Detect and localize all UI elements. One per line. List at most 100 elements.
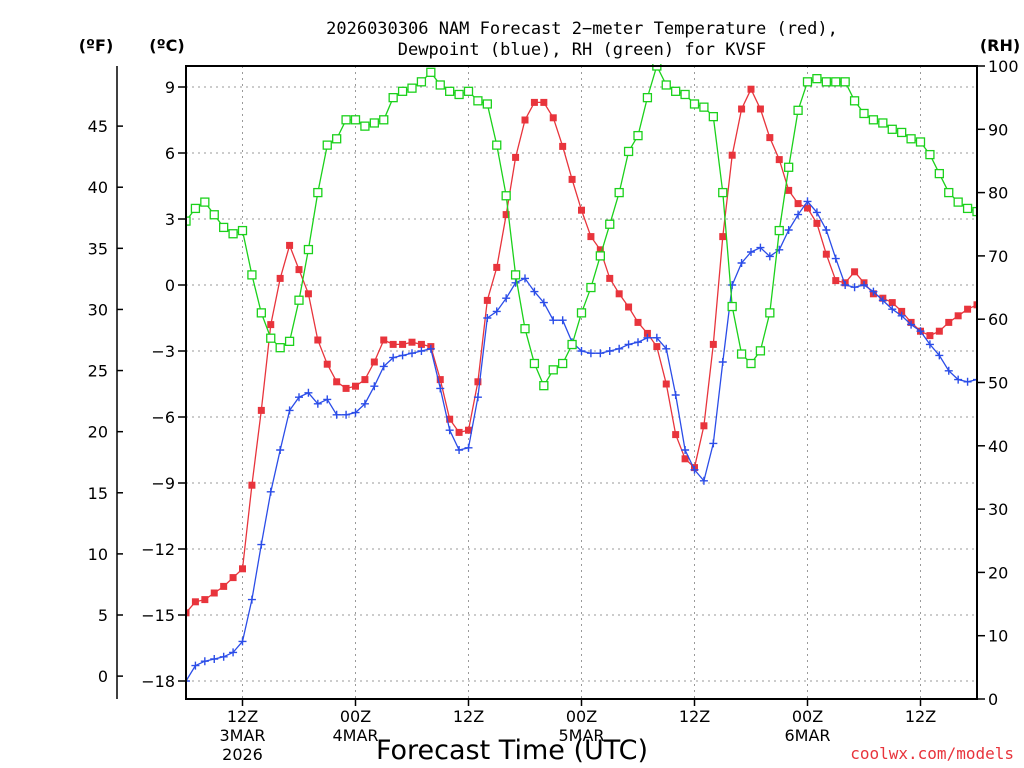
rh-tick-label: 40 bbox=[988, 437, 1008, 456]
dewpoint-point bbox=[229, 648, 238, 657]
rh-point bbox=[821, 77, 831, 87]
dewpoint-point bbox=[624, 340, 633, 349]
rh-point bbox=[840, 77, 850, 87]
dewpoint-point bbox=[784, 226, 793, 234]
rh-point bbox=[294, 295, 304, 305]
temperature-point bbox=[775, 156, 783, 164]
rh-point bbox=[200, 197, 210, 207]
credit-label: coolwx.com/models bbox=[850, 744, 1014, 763]
dewpoint-point bbox=[671, 391, 680, 399]
x-tick-label: 12Z bbox=[679, 707, 710, 726]
dewpoint-point bbox=[417, 347, 426, 355]
dewpoint-point bbox=[831, 254, 840, 263]
temperature-point bbox=[493, 263, 501, 271]
celsius-tick-label: 6 bbox=[165, 144, 175, 163]
dewpoint-point bbox=[728, 281, 737, 289]
temperature-point bbox=[973, 301, 977, 309]
dewpoint-point bbox=[502, 294, 511, 303]
rh-point bbox=[633, 130, 643, 141]
rh-point bbox=[831, 77, 841, 87]
dewpoint-point bbox=[370, 382, 379, 391]
celsius-tick-label: −9 bbox=[151, 474, 175, 493]
temperature-point bbox=[747, 85, 755, 93]
rh-point bbox=[755, 346, 766, 356]
temperature-point bbox=[794, 200, 802, 208]
temperature-point bbox=[333, 378, 341, 386]
chart-title-line-2: Dewpoint (blue), RH (green) for KVSF bbox=[398, 40, 766, 60]
rh-point bbox=[360, 121, 370, 131]
temperature-point bbox=[191, 598, 199, 606]
dewpoint-point bbox=[530, 287, 539, 296]
celsius-tick-label: −6 bbox=[151, 408, 175, 427]
temperature-point bbox=[709, 340, 717, 348]
temperature-point bbox=[267, 321, 275, 329]
rh-point bbox=[482, 99, 492, 109]
temperature-point bbox=[248, 481, 256, 489]
rh-point bbox=[379, 115, 389, 125]
temperature-point bbox=[945, 318, 953, 326]
x-tick-label: 00Z bbox=[792, 707, 823, 726]
rh-tick-label: 30 bbox=[988, 500, 1008, 519]
x-tick-label: 2026 bbox=[222, 745, 263, 764]
temperature-point bbox=[672, 431, 680, 439]
temperature-point bbox=[578, 206, 585, 214]
dewpoint-point bbox=[756, 243, 765, 252]
dewpoint-point bbox=[596, 349, 605, 358]
temperature-point bbox=[935, 327, 943, 335]
temperature-point bbox=[295, 266, 303, 274]
dewpoint-point bbox=[878, 296, 887, 305]
dewpoint-point bbox=[860, 281, 868, 289]
dewpoint-line bbox=[186, 200, 977, 682]
temperature-point bbox=[634, 318, 642, 326]
rh-point bbox=[972, 206, 977, 217]
rh-point bbox=[878, 118, 888, 128]
rh-point bbox=[746, 358, 756, 369]
rh-point bbox=[642, 93, 653, 103]
rh-axis-unit: (RH) bbox=[980, 36, 1020, 55]
dewpoint-point bbox=[907, 320, 916, 329]
dewpoint-point bbox=[313, 399, 322, 408]
fahrenheit-tick-label: 5 bbox=[98, 606, 108, 625]
x-tick-label: 12Z bbox=[905, 707, 936, 726]
rh-point bbox=[501, 191, 511, 201]
dewpoint-point bbox=[464, 443, 473, 452]
rh-point bbox=[407, 83, 417, 93]
dewpoint-point bbox=[323, 395, 332, 404]
dewpoint-point bbox=[925, 340, 934, 349]
temperature-point bbox=[530, 98, 538, 106]
temperature-point bbox=[926, 332, 934, 340]
rh-point bbox=[313, 187, 323, 198]
rh-point bbox=[247, 270, 257, 280]
temperature-point bbox=[643, 329, 651, 337]
rh-point bbox=[350, 115, 361, 125]
temperature-point bbox=[813, 219, 821, 227]
temperature-point bbox=[804, 204, 811, 212]
rh-point bbox=[397, 86, 408, 96]
fahrenheit-tick-label: 10 bbox=[88, 545, 108, 564]
temperature-point bbox=[822, 250, 830, 258]
x-tick-label: 3MAR bbox=[219, 726, 265, 745]
dewpoint-point bbox=[511, 278, 520, 287]
temperature-point bbox=[615, 290, 623, 298]
dewpoint-point bbox=[652, 333, 661, 342]
rh-point bbox=[727, 301, 737, 312]
dewpoint-point bbox=[765, 252, 774, 261]
rh-point bbox=[416, 77, 427, 87]
temperature-point bbox=[483, 296, 491, 304]
rh-point bbox=[915, 137, 926, 147]
rh-point bbox=[463, 86, 474, 96]
fahrenheit-tick-label: 25 bbox=[88, 362, 108, 381]
x-tick-label: 12Z bbox=[227, 707, 258, 726]
rh-point bbox=[699, 102, 709, 112]
rh-point bbox=[661, 80, 671, 90]
x-tick-label: 4MAR bbox=[332, 726, 378, 745]
x-tick-label: 00Z bbox=[566, 707, 597, 726]
rh-point bbox=[369, 118, 379, 128]
rh-point bbox=[303, 244, 314, 255]
rh-tick-label: 70 bbox=[988, 247, 1008, 266]
celsius-tick-label: −12 bbox=[141, 540, 175, 559]
rh-point bbox=[689, 99, 700, 109]
rh-point bbox=[426, 67, 436, 77]
dewpoint-point bbox=[643, 333, 652, 342]
dewpoint-point bbox=[332, 410, 341, 419]
